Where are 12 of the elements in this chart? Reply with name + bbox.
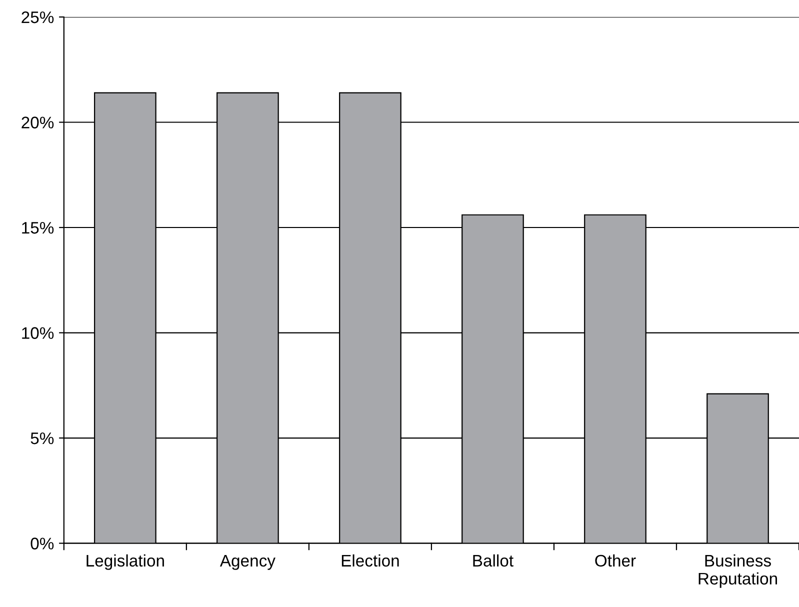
- x-tick-label: Legislation: [86, 554, 164, 570]
- y-tick-label: 5%: [30, 432, 54, 444]
- x-tick-label: Other: [595, 554, 636, 567]
- y-tick-label: 15%: [22, 222, 54, 234]
- y-tick-label: 0%: [30, 538, 54, 550]
- y-tick-label: 25%: [22, 11, 54, 24]
- x-tick-label: Business Reputation: [698, 554, 777, 588]
- y-tick-label: 10%: [22, 327, 54, 339]
- x-tick-label: Agency: [220, 554, 276, 570]
- x-tick-label: Ballot: [473, 554, 514, 567]
- x-tick-label: Election: [342, 554, 399, 567]
- y-tick-label: 20%: [22, 116, 54, 128]
